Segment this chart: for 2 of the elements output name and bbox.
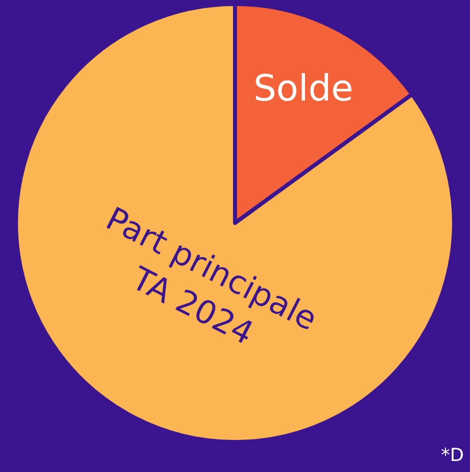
slice-label: Solde	[253, 68, 354, 110]
text: *D	[441, 445, 464, 466]
